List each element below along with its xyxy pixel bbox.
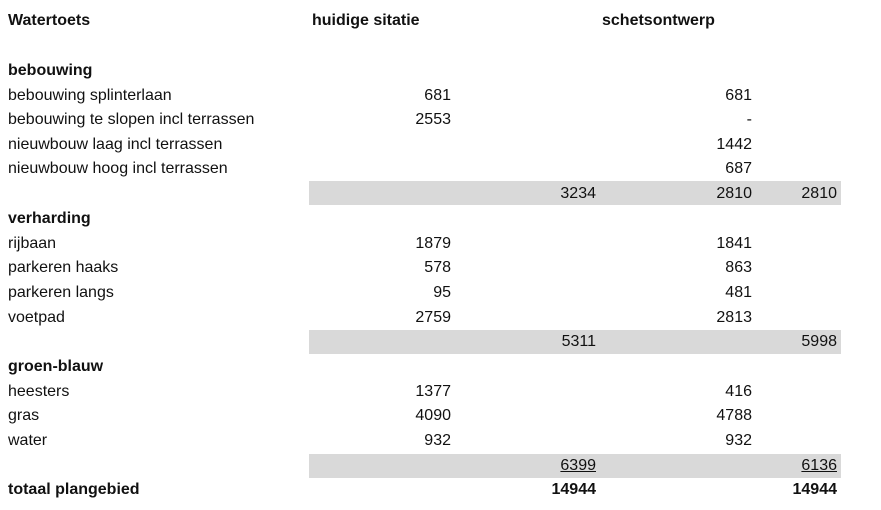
- row-label: nieuwbouw hoog incl terrassen: [8, 160, 228, 177]
- section-heading-row: groen-blauw: [0, 355, 881, 379]
- total-row: totaal plangebied 14944 14944: [0, 478, 881, 502]
- value-sketch: 1841: [716, 235, 752, 252]
- subtotal-sketch: 6136: [801, 457, 837, 474]
- table-row: gras 4090 4788: [0, 404, 881, 428]
- section-title-groen-blauw: groen-blauw: [8, 358, 104, 375]
- table-row: bebouwing splinterlaan 681 681: [0, 84, 881, 108]
- column-header-current: huidige sitatie: [312, 12, 420, 29]
- value-current: 95: [433, 284, 451, 301]
- value-current: [360, 133, 451, 157]
- subtotal-sketch-b: 2810: [801, 185, 837, 202]
- table-row: water 932 932: [0, 429, 881, 453]
- value-current: 1879: [415, 235, 451, 252]
- subtotal-row: 6399 6136: [0, 454, 881, 478]
- total-current: 14944: [551, 481, 597, 498]
- subtotal-band: [309, 454, 841, 478]
- value-current: 1377: [415, 383, 451, 400]
- value-current: 2553: [415, 111, 451, 128]
- row-label: water: [8, 432, 48, 449]
- value-current: 681: [424, 87, 451, 104]
- column-header-sketch: schetsontwerp: [602, 12, 715, 29]
- row-label: voetpad: [8, 309, 65, 326]
- table-row: rijbaan 1879 1841: [0, 232, 881, 256]
- sheet-title: Watertoets: [8, 12, 91, 29]
- row-label: gras: [8, 407, 40, 424]
- value-current: 932: [424, 432, 451, 449]
- table-row: nieuwbouw hoog incl terrassen 687: [0, 157, 881, 181]
- value-current: 4090: [415, 407, 451, 424]
- value-current: 2759: [415, 309, 451, 326]
- value-sketch: 481: [725, 284, 752, 301]
- section-heading-row: verharding: [0, 207, 881, 231]
- table-row: nieuwbouw laag incl terrassen 1442: [0, 133, 881, 157]
- row-label: rijbaan: [8, 235, 57, 252]
- row-label: bebouwing splinterlaan: [8, 87, 172, 104]
- subtotal-current: 6399: [560, 457, 596, 474]
- row-label: nieuwbouw laag incl terrassen: [8, 136, 223, 153]
- value-sketch: 4788: [716, 407, 752, 424]
- subtotal-band: [309, 330, 841, 354]
- row-label: heesters: [8, 383, 70, 400]
- value-sketch: 681: [725, 87, 752, 104]
- total-sketch: 14944: [792, 481, 838, 498]
- section-title-verharding: verharding: [8, 210, 91, 227]
- value-sketch: 416: [725, 383, 752, 400]
- row-label: parkeren haaks: [8, 259, 119, 276]
- table-row: parkeren haaks 578 863: [0, 256, 881, 280]
- table-row: parkeren langs 95 481: [0, 281, 881, 305]
- header-row: Watertoets huidige sitatie schetsontwerp: [0, 9, 881, 33]
- value-sketch: 687: [725, 160, 752, 177]
- table-row: voetpad 2759 2813: [0, 306, 881, 330]
- value-current: [360, 157, 451, 181]
- subtotal-band: [309, 181, 841, 205]
- value-sketch: -: [746, 111, 752, 128]
- table-row: bebouwing te slopen incl terrassen 2553 …: [0, 108, 881, 132]
- section-title-bebouwing: bebouwing: [8, 62, 93, 79]
- subtotal-row: 5311 5998: [0, 330, 881, 354]
- section-heading-row: bebouwing: [0, 59, 881, 83]
- value-sketch: 932: [725, 432, 752, 449]
- subtotal-current: 5311: [561, 333, 596, 350]
- subtotal-row: 3234 2810 2810: [0, 182, 881, 206]
- subtotal-current: 3234: [560, 185, 596, 202]
- subtotal-sketch-a: 2810: [716, 185, 752, 202]
- value-sketch: 2813: [716, 309, 752, 326]
- row-label: bebouwing te slopen incl terrassen: [8, 111, 255, 128]
- value-sketch: 863: [725, 259, 752, 276]
- subtotal-sketch: 5998: [801, 333, 837, 350]
- table-row: heesters 1377 416: [0, 380, 881, 404]
- total-label: totaal plangebied: [8, 481, 140, 498]
- value-current: 578: [424, 259, 451, 276]
- value-sketch: 1442: [716, 136, 752, 153]
- row-label: parkeren langs: [8, 284, 114, 301]
